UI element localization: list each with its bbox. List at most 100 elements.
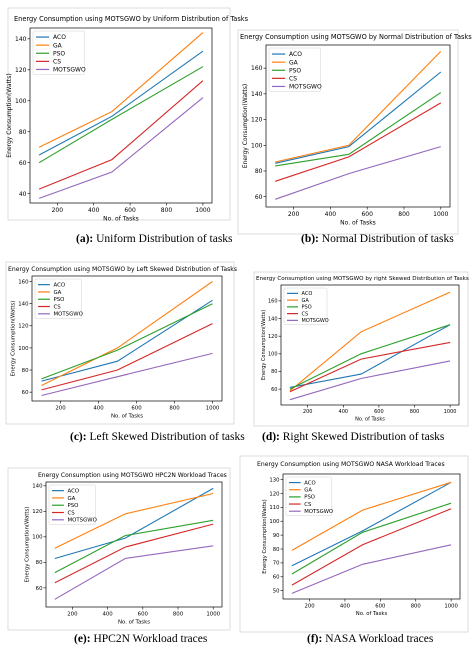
panel-frame	[239, 455, 469, 633]
y-tick-label: 50	[273, 589, 280, 595]
series-line-cs	[275, 102, 442, 182]
x-tick-label: 800	[398, 211, 410, 218]
x-tick-label: 400	[340, 603, 351, 609]
y-tick-label: 160	[268, 299, 278, 305]
y-tick-label: 90	[273, 533, 280, 539]
x-tick-label: 400	[93, 405, 104, 411]
x-tick-label: 200	[304, 603, 315, 609]
legend-label-cs: CS	[68, 510, 76, 516]
y-axis: 60 80 100 120 140 160	[18, 279, 32, 396]
x-axis-label: No. of Tasks	[355, 417, 385, 423]
y-tick-label: 100	[251, 142, 263, 149]
series-lines	[289, 291, 451, 401]
y-axis: 40 60 80 100 120 140	[15, 36, 30, 198]
x-tick-label: 1000	[444, 409, 457, 415]
y-tick-label: 60	[22, 390, 29, 396]
legend-label-motsgwo: MOTSGWO	[68, 518, 97, 524]
series-line-cs	[289, 341, 451, 393]
series-line-motsgwo	[289, 360, 451, 401]
y-tick-label: 110	[269, 505, 280, 511]
series-line-motsgwo	[54, 545, 214, 600]
x-tick-label: 1000	[206, 405, 220, 411]
plot-area	[282, 473, 461, 600]
legend-box	[48, 484, 96, 525]
series-line-ga	[275, 51, 442, 163]
legend-label-pso: PSO	[302, 305, 312, 311]
x-tick-label: 200	[288, 211, 300, 218]
panel-frame	[7, 467, 231, 631]
x-axis-label: No. of Tasks	[103, 216, 139, 223]
legend-label-pso: PSO	[289, 67, 301, 74]
y-axis-label: Energy Consumption(Watts)	[262, 499, 268, 574]
x-axis: 200 400 600 800 1000	[52, 203, 211, 214]
y-tick-label: 140	[268, 316, 278, 322]
legend-label-aco: ACO	[53, 34, 66, 41]
legend-label-aco: ACO	[68, 489, 80, 495]
legend-label-cs: CS	[54, 304, 62, 310]
caption-e: (e): HPC2N Workload traces	[74, 633, 208, 645]
y-tick-label: 80	[22, 368, 29, 374]
caption-f: (f): NASA Workload traces	[307, 633, 434, 645]
y-tick-label: 140	[32, 484, 43, 490]
series-line-pso	[38, 66, 204, 164]
plot-area	[29, 27, 213, 204]
series-line-ga	[54, 492, 214, 549]
x-tick-label: 400	[102, 611, 113, 617]
series-line-pso	[289, 324, 451, 390]
x-tick-label: 600	[361, 211, 373, 218]
legend-label-motsgwo: MOTSGWO	[302, 318, 329, 324]
chart-panel-4: Energy Consumption using MOTSGWO by righ…	[253, 271, 469, 427]
legend-box	[268, 47, 321, 92]
y-tick-label: 120	[15, 67, 27, 74]
series-line-cs	[41, 323, 213, 391]
y-tick-label: 60	[36, 586, 43, 592]
chart-panel-5: Energy Consumption using MOTSGWO HPC2N W…	[7, 467, 231, 631]
y-tick-label: 100	[268, 352, 278, 358]
y-tick-label: 40	[19, 191, 27, 198]
chart-panel-3: Energy Consumption using MOTSGWO by Left…	[5, 261, 237, 425]
y-axis: 60 80 100 120 140	[32, 484, 46, 592]
y-tick-label: 70	[273, 561, 280, 567]
series-line-aco	[38, 50, 204, 156]
chart-panel-1: Energy Consumption using MOTSGWO by Unif…	[6, 7, 249, 223]
chart-title: Energy Consumption using MOTSGWO NASA Wo…	[257, 461, 445, 468]
x-tick-label: 800	[410, 409, 420, 415]
y-tick-label: 100	[15, 98, 27, 105]
y-tick-label: 100	[32, 535, 43, 541]
x-axis: 200 400 600 800 1000	[67, 607, 221, 617]
x-axis-label: No. of Tasks	[340, 220, 376, 227]
y-tick-label: 80	[19, 129, 27, 136]
legend-label-ga: GA	[68, 496, 76, 502]
y-tick-label: 80	[36, 560, 43, 566]
legend-label-pso: PSO	[68, 503, 79, 509]
x-tick-label: 800	[169, 405, 180, 411]
series-line-motsgwo	[291, 544, 452, 594]
y-tick-label: 120	[268, 334, 278, 340]
series-line-ga	[41, 281, 213, 386]
series-lines	[275, 51, 442, 200]
y-tick-label: 120	[32, 509, 43, 515]
y-tick-label: 160	[18, 279, 29, 285]
y-tick-label: 130	[269, 477, 280, 483]
x-tick-label: 200	[303, 409, 313, 415]
x-tick-label: 400	[325, 211, 337, 218]
plot-area	[280, 284, 460, 406]
chart-title: Energy Consumption using MOTSGWO by Norm…	[240, 33, 472, 41]
plot-area	[45, 481, 223, 608]
series-line-motsgwo	[38, 97, 204, 199]
x-tick-label: 200	[67, 611, 78, 617]
plot-area	[31, 275, 223, 402]
legend-label-pso: PSO	[53, 50, 65, 57]
series-line-ga	[289, 291, 451, 392]
legend-box	[32, 30, 85, 75]
x-tick-label: 400	[339, 409, 349, 415]
series-line-motsgwo	[41, 352, 213, 397]
chart-title: Energy Consumption using MOTSGWO by righ…	[256, 276, 469, 282]
y-tick-label: 120	[269, 491, 280, 497]
y-axis-label: Energy Consumption(Watts)	[261, 310, 267, 380]
